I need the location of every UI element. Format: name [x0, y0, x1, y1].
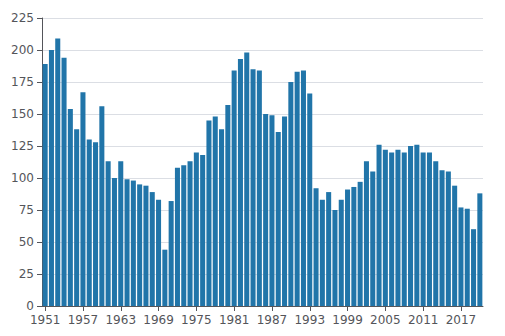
- svg-text:100: 100: [11, 171, 34, 185]
- svg-text:25: 25: [19, 267, 34, 281]
- svg-text:75: 75: [19, 203, 34, 217]
- svg-text:125: 125: [11, 139, 34, 153]
- svg-text:1963: 1963: [105, 313, 136, 327]
- svg-text:150: 150: [11, 107, 34, 121]
- svg-text:1969: 1969: [143, 313, 174, 327]
- svg-text:1993: 1993: [294, 313, 325, 327]
- svg-text:2017: 2017: [446, 313, 477, 327]
- svg-text:1999: 1999: [332, 313, 363, 327]
- svg-text:1987: 1987: [257, 313, 288, 327]
- svg-text:2005: 2005: [370, 313, 401, 327]
- svg-text:200: 200: [11, 43, 34, 57]
- svg-text:2011: 2011: [408, 313, 439, 327]
- svg-text:1957: 1957: [68, 313, 99, 327]
- svg-text:1951: 1951: [30, 313, 61, 327]
- svg-text:1981: 1981: [219, 313, 250, 327]
- svg-text:1975: 1975: [181, 313, 212, 327]
- svg-text:175: 175: [11, 75, 34, 89]
- svg-text:225: 225: [11, 11, 34, 25]
- svg-text:0: 0: [26, 299, 34, 313]
- svg-text:50: 50: [19, 235, 34, 249]
